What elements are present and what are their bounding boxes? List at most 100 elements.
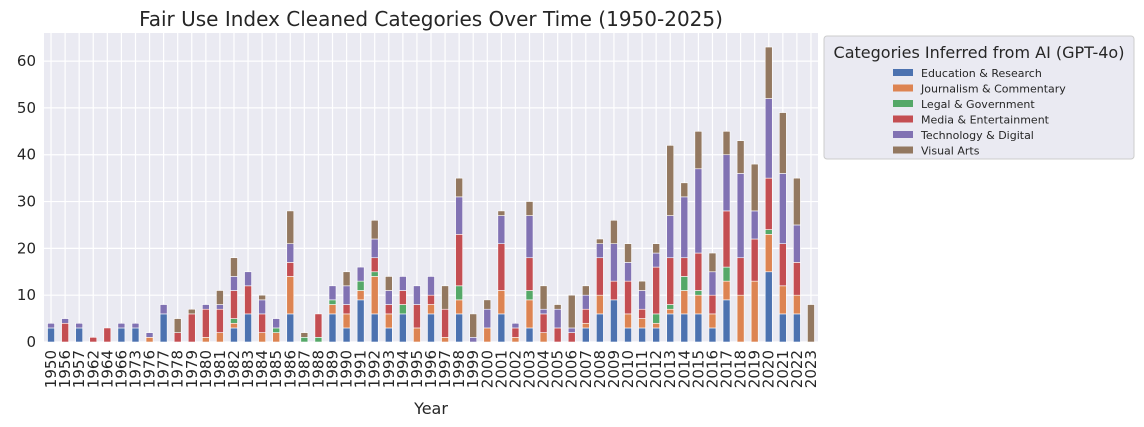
bar-segment — [370, 271, 379, 277]
bar-segment — [596, 313, 604, 343]
bar-segment — [525, 327, 534, 343]
x-tick-label: 2013 — [661, 350, 679, 388]
legend-items: Education & Research Journalism & Comment… — [893, 67, 1066, 158]
x-tick-label: 2005 — [549, 350, 567, 388]
bar-segment — [694, 252, 703, 291]
bar-segment — [244, 313, 252, 343]
x-tick-label: 1990 — [338, 350, 356, 388]
bar-segment — [286, 243, 295, 263]
bar-segment — [230, 290, 238, 319]
bar-segment — [793, 294, 801, 315]
x-tick-label: 2021 — [774, 350, 792, 388]
bar-segment — [666, 308, 675, 315]
x-axis-label: Year — [413, 399, 448, 418]
bar-segment — [652, 243, 660, 254]
bar-segment — [370, 238, 379, 259]
bar-segment — [370, 313, 379, 343]
bar-segment — [736, 173, 745, 259]
bar-segment — [272, 318, 281, 329]
bar-segment — [328, 285, 337, 301]
bar-segment — [370, 219, 379, 240]
bar-segment — [469, 337, 478, 343]
bar-segment — [455, 313, 463, 343]
x-tick-label: 1995 — [408, 350, 426, 388]
bar-segment — [455, 299, 463, 315]
y-tick-label: 10 — [17, 286, 36, 304]
bar-segment — [202, 308, 210, 338]
legend-swatch — [893, 131, 913, 138]
legend-swatch — [893, 146, 913, 154]
bar-segment — [539, 313, 548, 333]
bar-segment — [187, 313, 196, 343]
legend: Categories Inferred from AI (GPT-4o) Edu… — [823, 35, 1135, 160]
bar-segment — [370, 276, 379, 315]
bar-segment — [384, 327, 393, 343]
bar-segment — [497, 215, 506, 244]
bar-segment — [497, 210, 506, 216]
x-tick-label: 1985 — [267, 350, 285, 388]
bar-segment — [581, 327, 590, 343]
bar-segment — [624, 243, 632, 263]
x-axis-ticks: 1950195619571962196419661973197619771978… — [42, 350, 820, 388]
x-tick-label: 1962 — [84, 350, 102, 388]
bar-segment — [342, 327, 351, 343]
bar-segment — [216, 332, 224, 343]
bar-segment — [581, 285, 590, 296]
bar-segment — [596, 243, 604, 259]
bar-segment — [286, 210, 295, 244]
bar-segment — [216, 308, 224, 333]
bar-segment — [610, 299, 618, 343]
x-tick-label: 2011 — [633, 350, 651, 388]
bar-segment — [793, 177, 801, 226]
bar-segment — [722, 280, 731, 301]
bar-segment — [230, 276, 238, 291]
x-tick-label: 1989 — [323, 350, 341, 388]
bar-segment — [342, 285, 351, 305]
bar-segment — [596, 294, 604, 315]
bar-segment — [216, 304, 224, 310]
legend-swatch — [893, 84, 913, 92]
bar-segment — [764, 234, 773, 273]
bar-segment — [680, 182, 689, 198]
bar-segment — [750, 238, 759, 282]
legend-entry: Media & Entertainment — [921, 114, 1050, 127]
bar-segment — [441, 308, 449, 338]
x-tick-label: 1994 — [394, 350, 412, 388]
bar-segment — [525, 201, 534, 216]
bar-segment — [750, 280, 759, 343]
bar-segment — [61, 322, 69, 343]
bar-segment — [483, 308, 492, 329]
x-tick-label: 2004 — [535, 350, 553, 388]
bar-segment — [666, 313, 675, 343]
bar-segment — [230, 322, 238, 329]
bar-segment — [793, 224, 801, 263]
bar-segment — [680, 257, 689, 277]
bar-segment — [722, 131, 731, 156]
bar-segment — [159, 313, 168, 343]
x-tick-label: 2016 — [703, 350, 721, 388]
x-tick-label: 1979 — [183, 350, 201, 388]
x-tick-label: 2002 — [506, 350, 524, 388]
bar-segment — [314, 337, 323, 343]
bar-segment — [384, 304, 393, 315]
x-tick-label: 2009 — [605, 350, 623, 388]
bar-segment — [342, 271, 351, 287]
bar-segment — [511, 327, 520, 338]
bar-segment — [764, 177, 773, 230]
bar-segment — [511, 337, 520, 343]
x-tick-label: 1996 — [422, 350, 440, 388]
legend-entry: Education & Research — [921, 67, 1042, 80]
bar-segment — [680, 313, 689, 343]
bar-segment — [694, 131, 703, 170]
bar-segment — [286, 276, 295, 315]
bar-segment — [778, 285, 787, 315]
bar-segment — [427, 313, 435, 343]
bar-segment — [399, 304, 407, 315]
bar-segment — [75, 327, 83, 343]
x-tick-label: 1950 — [42, 350, 60, 388]
legend-swatch — [893, 115, 913, 123]
legend-title: Categories Inferred from AI (GPT-4o) — [834, 43, 1125, 62]
x-tick-label: 2019 — [746, 350, 764, 388]
x-tick-label: 2001 — [492, 350, 510, 388]
